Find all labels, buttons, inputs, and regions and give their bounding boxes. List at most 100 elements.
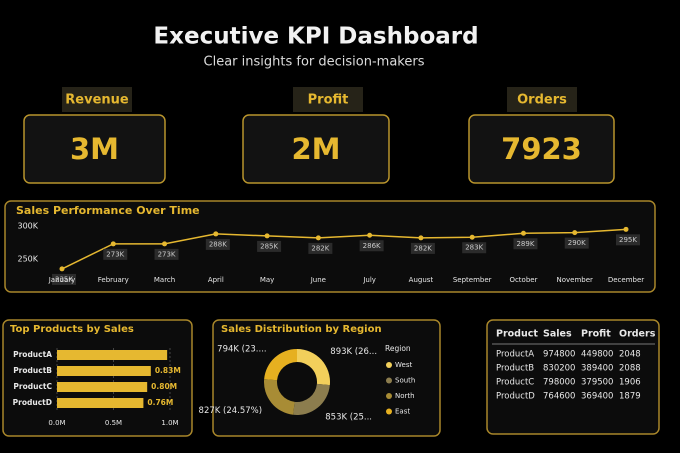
point [264, 233, 270, 239]
point [469, 234, 475, 240]
donut-slice [293, 383, 330, 416]
chart-title: Sales Performance Over Time [16, 204, 200, 217]
kpi-value: 2M [291, 132, 340, 166]
slice-label: 794K (23.... [217, 344, 266, 354]
y-tick-label: ProductA [13, 350, 52, 359]
slice-label: 827K (24.57%) [199, 406, 263, 416]
donut-slice [264, 349, 297, 381]
kpi-card [23, 114, 166, 184]
x-tick-label: 0.5M [105, 419, 122, 427]
kpi-label-box [293, 87, 363, 112]
x-tick-label: October [509, 276, 537, 284]
table-cell: 2048 [619, 350, 641, 360]
x-tick-label: 1.0M [161, 419, 178, 427]
table-header: Sales [543, 329, 572, 340]
legend-swatch [386, 377, 392, 384]
table-cell: 830200 [543, 364, 575, 374]
table-cell: 369400 [581, 392, 613, 402]
y-tick-label: 250K [17, 255, 38, 264]
value-label-box [616, 234, 640, 246]
x-tick-label: November [557, 276, 594, 284]
table-cell: 974800 [543, 350, 575, 360]
dashboard-subtitle: Clear insights for decision-makers [204, 55, 425, 70]
kpi-label: Orders [517, 93, 567, 108]
x-tick-label: December [608, 276, 644, 284]
bar-panel [2, 319, 193, 437]
value-label: 295K [619, 236, 637, 244]
value-label-box [154, 248, 179, 260]
kpi-card [468, 114, 615, 184]
x-tick-label: 0.0M [48, 419, 65, 427]
value-label: 273K [106, 250, 124, 258]
value-label-box [513, 238, 538, 250]
chart-title: Top Products by Sales [10, 324, 134, 335]
legend-label: South [395, 377, 415, 385]
value-label: 282K [414, 244, 432, 252]
value-label: 288K [209, 240, 227, 248]
legend-label: West [395, 361, 412, 369]
value-label: 285K [260, 242, 278, 250]
legend-label: North [395, 392, 415, 400]
table-header: Product [496, 329, 538, 340]
value-label: 235K [55, 275, 73, 283]
legend-swatch [386, 362, 392, 368]
table-panel [486, 319, 660, 435]
value-label: 0.97M [137, 350, 163, 359]
x-tick-label: August [409, 276, 434, 284]
y-tick-label: ProductC [13, 382, 52, 391]
point [110, 241, 116, 247]
bar [57, 350, 168, 360]
value-label: 0.83M [155, 366, 181, 375]
value-label-box [257, 240, 282, 252]
value-label: 0.80M [151, 382, 177, 391]
kpi-label: Revenue [65, 93, 129, 108]
slice-label: 893K (26... [330, 347, 377, 357]
point [315, 235, 321, 241]
value-label-box [359, 240, 384, 252]
point [59, 266, 65, 272]
point [418, 235, 424, 241]
value-label: 273K [158, 250, 176, 258]
x-tick-label: May [260, 276, 274, 284]
x-tick-label: July [362, 276, 376, 284]
value-label: 282K [311, 244, 329, 252]
value-label: 289K [516, 240, 534, 248]
table-header: Profit [581, 329, 611, 340]
x-tick-label: January [48, 276, 76, 284]
table-cell: 798000 [543, 378, 575, 388]
table-header: Orders [619, 329, 656, 340]
kpi-label-box [507, 87, 577, 112]
table-cell: 449800 [581, 350, 613, 360]
kpi-value: 3M [70, 132, 119, 166]
table-cell: ProductD [496, 392, 535, 402]
table-cell: 764600 [543, 392, 575, 402]
dashboard-title: Executive KPI Dashboard [153, 24, 478, 50]
legend-swatch [386, 408, 392, 415]
donut-slice [264, 379, 295, 415]
value-label-box [308, 242, 333, 254]
kpi-label-box [62, 87, 132, 112]
bar [57, 382, 148, 392]
y-tick-label: ProductB [13, 366, 52, 375]
x-tick-label: February [98, 276, 129, 284]
value-label: 283K [465, 244, 483, 252]
kpi-value: 7923 [501, 132, 582, 166]
table-cell: 379500 [581, 378, 613, 388]
point [572, 230, 578, 236]
y-tick-label: ProductD [13, 398, 52, 407]
table-cell: ProductB [496, 364, 534, 374]
line [61, 228, 627, 270]
bar [57, 366, 151, 376]
y-tick-label: 300K [17, 222, 38, 231]
x-tick-label: June [310, 276, 326, 284]
table-cell: 389400 [581, 364, 613, 374]
chart-title: Sales Distribution by Region [221, 324, 382, 335]
value-label-box [103, 248, 128, 260]
legend-label: East [395, 408, 410, 416]
x-tick-label: April [208, 276, 224, 284]
bar [57, 398, 144, 408]
value-label: 0.76M [147, 398, 173, 407]
point [213, 231, 219, 237]
x-tick-label: September [453, 276, 492, 284]
